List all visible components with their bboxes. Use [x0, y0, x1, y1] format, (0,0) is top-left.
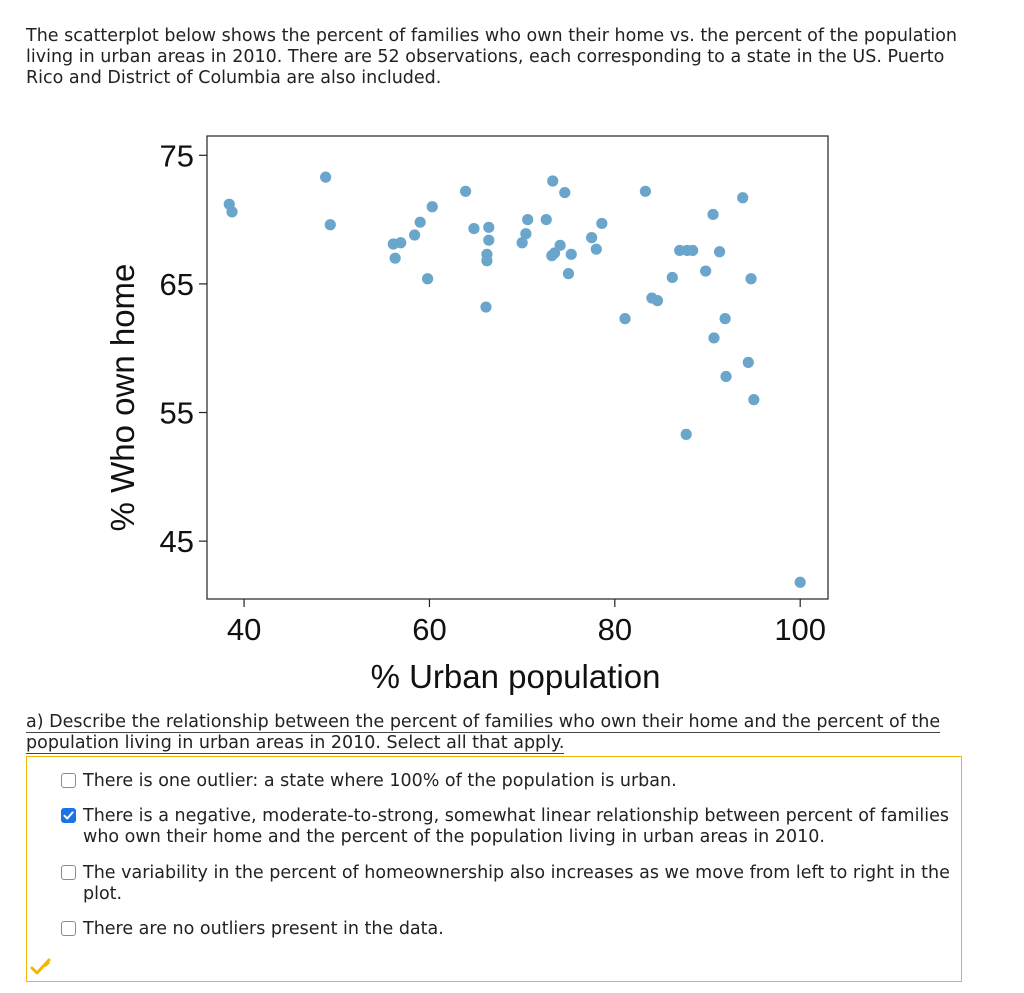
scatter-point [590, 243, 602, 255]
scatter-point [794, 576, 806, 588]
scatter-point [547, 175, 559, 187]
option-checkbox[interactable] [61, 921, 76, 936]
y-tick-label: 75 [160, 138, 194, 173]
plot-frame [206, 135, 829, 600]
answer-choices: There is one outlier: a state where 100%… [26, 756, 962, 982]
y-tick-label: 45 [160, 524, 194, 559]
scatter-point [708, 332, 720, 344]
scatter-point [700, 265, 712, 277]
scatter-point [565, 248, 577, 260]
option-checkbox[interactable] [61, 773, 76, 788]
scatter-point [748, 394, 760, 406]
scatter-point [713, 246, 726, 258]
scatter-point [481, 248, 493, 260]
option-label: There is a negative, moderate-to-strong,… [83, 806, 950, 847]
scatter-point [666, 271, 678, 284]
scatter-point [548, 247, 561, 259]
option-label: The variability in the percent of homeow… [83, 863, 950, 904]
scatter-point [540, 213, 552, 226]
scatter-point [483, 221, 495, 233]
scatter-point [421, 273, 434, 285]
x-tick-label: 80 [598, 612, 632, 647]
checkmark-icon [63, 811, 74, 820]
option-variability-increases[interactable]: The variability in the percent of homeow… [61, 863, 961, 905]
scatter-point [483, 234, 495, 246]
scatterplot-svg: 40 60 80 100 45 55 65 75 % Urban population % Who… [104, 135, 829, 695]
option-one-outlier[interactable]: There is one outlier: a state where 100%… [61, 771, 961, 792]
scatter-point [320, 171, 332, 183]
scatter-point [707, 208, 719, 221]
scatter-point [742, 356, 754, 368]
option-checkbox-checked[interactable] [61, 808, 76, 823]
option-no-outliers[interactable]: There are no outliers present in the dat… [61, 919, 961, 940]
scatter-point [680, 428, 692, 440]
scatter-point [554, 239, 566, 251]
option-checkbox[interactable] [61, 865, 76, 880]
option-negative-relationship[interactable]: There is a negative, moderate-to-strong,… [61, 806, 961, 848]
scatter-point [522, 213, 534, 226]
scatter-point [651, 295, 664, 307]
x-axis-label: % Urban population [371, 658, 661, 695]
scatter-point [480, 301, 492, 313]
scatter-point [226, 206, 238, 218]
scatter-point [720, 370, 732, 383]
y-axis-label: % Who own home [104, 264, 141, 532]
check-pencil-icon [30, 958, 51, 975]
scatter-point [639, 185, 652, 197]
scatter-point [687, 244, 699, 257]
scatter-point [737, 192, 749, 204]
scatter-point [426, 201, 438, 213]
x-tick-label: 60 [412, 612, 446, 647]
x-tick-label: 100 [774, 612, 826, 647]
scatter-point [719, 313, 731, 325]
scatter-point [389, 252, 401, 264]
scatter-point [324, 219, 336, 231]
scatter-point [619, 313, 631, 325]
scatter-point [596, 217, 608, 230]
scatter-point [395, 237, 407, 249]
scatter-point [586, 232, 598, 244]
scatter-point [414, 216, 426, 228]
y-tick-label: 55 [160, 396, 194, 431]
scatter-point [516, 237, 528, 249]
question-prompt: a) Describe the relationship between the… [26, 712, 986, 754]
x-tick-label: 40 [227, 612, 261, 647]
scatter-point [562, 268, 575, 280]
scatter-point [745, 273, 757, 285]
y-tick-label: 65 [160, 267, 194, 302]
scatter-point [468, 223, 480, 235]
option-label: There are no outliers present in the dat… [83, 919, 444, 939]
question-intro: The scatterplot below shows the percent … [26, 26, 958, 88]
option-label: There is one outlier: a state where 100%… [83, 771, 677, 791]
question-text: a) Describe the relationship between the… [26, 712, 941, 754]
scatter-point [559, 186, 571, 199]
scatterplot: 40 60 80 100 45 55 65 75 % Urban population % Who… [100, 125, 840, 705]
scatter-point [520, 228, 532, 240]
scatter-point [409, 229, 421, 241]
scatter-point [459, 185, 472, 197]
